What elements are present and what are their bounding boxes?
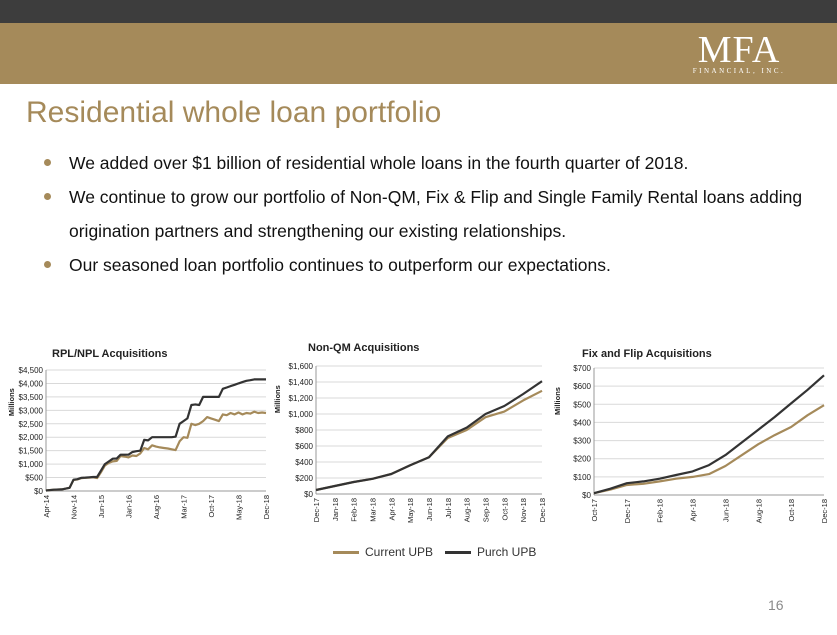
x-tick-label: Jun-18: [425, 498, 434, 521]
x-tick-label: Oct-17: [207, 495, 216, 518]
x-tick-label: Apr-18: [387, 498, 396, 521]
y-tick-label: $400: [295, 458, 313, 467]
y-axis-title: Millions: [273, 385, 282, 413]
bullet-dot-icon: [44, 193, 51, 200]
x-tick-label: Feb-18: [350, 498, 359, 522]
page-title: Residential whole loan portfolio: [26, 96, 442, 129]
x-tick-label: May-18: [406, 498, 415, 523]
x-tick-label: Jul-18: [444, 498, 453, 518]
current-upb-line: [315, 389, 543, 492]
y-tick-label: $1,200: [289, 394, 314, 403]
x-tick-label: May-18: [235, 495, 244, 520]
chart-title-rpl: RPL/NPL Acquisitions: [52, 348, 168, 360]
y-tick-label: $4,500: [19, 366, 44, 375]
x-tick-label: Jan-18: [331, 498, 340, 521]
purch-upb-line: [315, 380, 543, 492]
y-tick-label: $0: [582, 491, 591, 500]
purch-upb-line: [593, 374, 825, 495]
y-tick-label: $3,500: [19, 393, 44, 402]
logo-sub: FINANCIAL, INC.: [692, 67, 786, 75]
chart-title-fixflip: Fix and Flip Acquisitions: [582, 348, 712, 360]
legend-swatch-current: [333, 551, 359, 555]
x-tick-label: Mar-17: [180, 495, 189, 519]
legend-swatch-purch: [445, 551, 471, 555]
y-axis-title: Millions: [7, 388, 16, 416]
bullet-dot-icon: [44, 159, 51, 166]
y-tick-label: $600: [573, 382, 591, 391]
y-tick-label: $1,000: [19, 460, 44, 469]
y-tick-label: $400: [573, 418, 591, 427]
x-tick-label: Mar-18: [369, 498, 378, 522]
legend-label-purch: Purch UPB: [477, 545, 537, 559]
bullet-item: Our seasoned loan portfolio continues to…: [44, 248, 824, 282]
x-tick-label: Oct-17: [590, 499, 599, 522]
y-tick-label: $0: [304, 490, 313, 499]
logo-main: MFA: [697, 29, 781, 71]
chart-legend: Current UPB Purch UPB: [333, 545, 553, 565]
fix-and-flip-chart: $0 $100 $200 $300 $400 $500 $600 $700 Millions Oc…: [553, 364, 829, 523]
current-upb-line: [593, 404, 825, 495]
non-qm-chart: $0 $200 $400 $600 $800 $1,000 $1,200 $1,400 $1,6…: [273, 362, 547, 523]
bullet-item: We continue to grow our portfolio of Non…: [44, 180, 824, 248]
legend-label-current: Current UPB: [365, 545, 434, 559]
x-tick-label: Apr-18: [689, 499, 698, 522]
x-tick-label: Jan-16: [125, 495, 134, 518]
x-tick-label: Dec-17: [623, 499, 632, 523]
y-tick-label: $1,600: [289, 362, 314, 371]
bullet-text: We added over $1 billion of residential …: [69, 153, 689, 173]
y-tick-label: $200: [573, 455, 591, 464]
header-gold-band: [0, 23, 837, 84]
x-tick-label: Dec-17: [312, 498, 321, 522]
x-tick-label: Oct-18: [500, 498, 509, 521]
x-tick-label: Oct-18: [787, 499, 796, 522]
y-tick-label: $4,000: [19, 379, 44, 388]
y-tick-label: $100: [573, 473, 591, 482]
y-tick-label: $700: [573, 364, 591, 373]
bullet-item: We added over $1 billion of residential …: [44, 146, 824, 180]
y-tick-label: $600: [295, 442, 313, 451]
x-tick-label: Aug-18: [463, 498, 472, 522]
purch-upb-line: [45, 378, 266, 492]
legend-item-current: Current UPB: [333, 545, 433, 559]
x-tick-label: Jun-15: [97, 495, 106, 518]
chart-title-nonqm: Non-QM Acquisitions: [308, 342, 420, 354]
x-tick-label: Jun-18: [721, 499, 730, 522]
x-tick-label: Dec-18: [538, 498, 547, 522]
x-tick-label: Sep-18: [482, 498, 491, 522]
bullet-list: We added over $1 billion of residential …: [44, 146, 824, 282]
x-tick-label: Nov-18: [519, 498, 528, 522]
page-number: 16: [768, 597, 784, 613]
bullet-dot-icon: [44, 261, 51, 268]
x-tick-label: Apr-14: [42, 495, 51, 518]
y-tick-label: $1,000: [289, 410, 314, 419]
rpl-npl-chart: $0 $500 $1,000 $1,500 $2,000 $2,500 $3,000 $3,5…: [7, 366, 271, 520]
y-tick-label: $500: [573, 400, 591, 409]
y-tick-label: $0: [34, 487, 43, 496]
x-tick-label: Dec-18: [820, 499, 829, 523]
y-tick-label: $3,000: [19, 406, 44, 415]
y-tick-label: $2,500: [19, 420, 44, 429]
y-tick-label: $1,400: [289, 378, 314, 387]
x-tick-label: Dec-18: [262, 495, 271, 519]
top-dark-bar: [0, 0, 837, 23]
y-tick-label: $1,500: [19, 447, 44, 456]
x-tick-label: Nov-14: [70, 495, 79, 519]
y-tick-label: $800: [295, 426, 313, 435]
x-tick-label: Aug-16: [152, 495, 161, 519]
y-tick-label: $2,000: [19, 433, 44, 442]
x-tick-label: Aug-18: [754, 499, 763, 523]
x-tick-label: Feb-18: [656, 499, 665, 523]
y-tick-label: $500: [25, 474, 43, 483]
bullet-text: We continue to grow our portfolio of Non…: [69, 187, 803, 241]
y-tick-label: $200: [295, 474, 313, 483]
y-tick-label: $300: [573, 437, 591, 446]
mfa-logo: MFA FINANCIAL, INC.: [684, 29, 794, 77]
y-axis-title: Millions: [553, 387, 562, 415]
legend-item-purch: Purch UPB: [445, 545, 536, 559]
bullet-text: Our seasoned loan portfolio continues to…: [69, 255, 611, 275]
